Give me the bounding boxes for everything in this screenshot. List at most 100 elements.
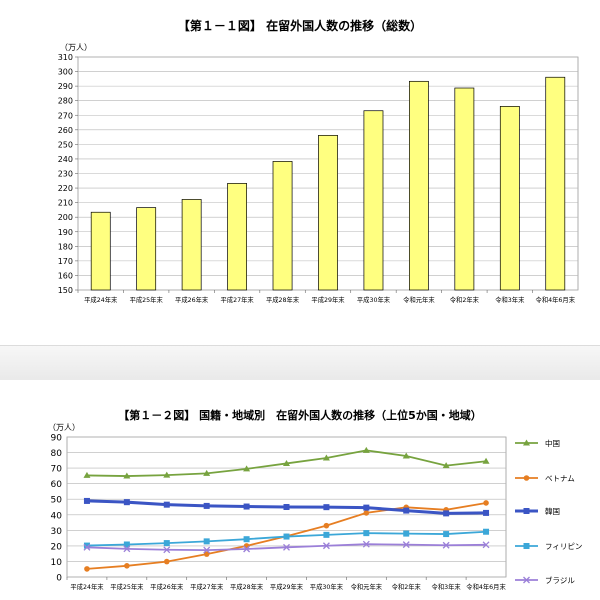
x-tick-label-total: 平成28年末 bbox=[266, 295, 300, 304]
x-tick-label-total: 平成27年末 bbox=[220, 295, 254, 304]
x-tick-label-by-country: 令和元年末 bbox=[351, 582, 383, 591]
bar-total bbox=[227, 183, 247, 291]
x-tick-label-total: 平成24年末 bbox=[84, 295, 118, 304]
chart-panel-by-country: 【第１－２図】 国籍・地域別 在留外国人数の推移（上位5か国・地域） （万人） … bbox=[0, 380, 600, 600]
point-marker bbox=[403, 507, 410, 514]
bar-total bbox=[363, 110, 384, 291]
point-marker bbox=[203, 551, 210, 557]
y-tick-label-by-country: 70 bbox=[51, 465, 63, 475]
x-tick-label-total: 令和2年末 bbox=[450, 295, 480, 304]
point-marker bbox=[362, 446, 370, 453]
point-marker bbox=[203, 538, 210, 545]
point-marker bbox=[283, 543, 290, 551]
point-marker bbox=[163, 540, 170, 547]
y-tick-label-total: 180 bbox=[58, 242, 73, 251]
x-tick-label-by-country: 令和2年末 bbox=[392, 582, 422, 591]
x-tick-label-by-country: 平成26年末 bbox=[150, 582, 184, 591]
y-tick-label-by-country: 10 bbox=[51, 558, 63, 568]
series-3 bbox=[83, 497, 490, 517]
bar-total bbox=[499, 106, 520, 291]
x-tick-label-by-country: 令和3年末 bbox=[432, 582, 462, 591]
bar-total bbox=[90, 211, 111, 291]
point-marker bbox=[443, 510, 450, 517]
bar-total bbox=[545, 76, 566, 291]
y-tick-label-total: 300 bbox=[58, 68, 73, 77]
point-marker bbox=[483, 528, 490, 535]
x-tick-label-total: 令和元年末 bbox=[403, 295, 435, 304]
point-marker bbox=[323, 522, 330, 529]
y-tick-label-total: 190 bbox=[58, 228, 73, 237]
chart-title-total: 【第１－１図】 在留外国人数の推移（総数） bbox=[178, 18, 422, 33]
point-marker bbox=[523, 576, 530, 584]
point-marker bbox=[323, 504, 330, 511]
y-tick-label-total: 260 bbox=[58, 126, 73, 135]
point-marker bbox=[323, 531, 330, 538]
point-marker bbox=[362, 540, 370, 548]
bar-total bbox=[318, 134, 338, 291]
bar-total bbox=[409, 80, 429, 291]
point-marker bbox=[442, 541, 450, 549]
y-tick-label-total: 200 bbox=[58, 213, 73, 222]
point-marker bbox=[363, 530, 370, 537]
y-tick-label-total: 240 bbox=[58, 155, 73, 164]
y-tick-label-total: 210 bbox=[58, 199, 73, 208]
legend-label: ブラジル bbox=[545, 575, 575, 585]
point-marker bbox=[243, 536, 250, 543]
legend-entry: 韓国 bbox=[515, 506, 560, 516]
y-tick-label-total: 150 bbox=[58, 286, 73, 295]
point-marker bbox=[123, 499, 130, 506]
y-tick-label-total: 250 bbox=[58, 140, 73, 149]
x-tick-label-by-country: 平成29年末 bbox=[270, 582, 304, 591]
bar-chart-total: 【第１－１図】 在留外国人数の推移（総数） （万人） 150 160 170 180 1… bbox=[58, 18, 579, 304]
point-marker bbox=[123, 472, 131, 479]
x-tick-label-total: 平成25年末 bbox=[130, 295, 164, 304]
y-tick-label-by-country: 0 bbox=[56, 574, 62, 584]
y-tick-label-total: 310 bbox=[58, 53, 73, 62]
point-marker bbox=[482, 541, 490, 549]
point-marker bbox=[203, 469, 211, 476]
point-marker bbox=[523, 543, 530, 549]
point-marker bbox=[84, 566, 90, 572]
y-tick-label-total: 170 bbox=[58, 257, 73, 266]
point-marker bbox=[243, 545, 251, 553]
y-tick-label-total: 230 bbox=[58, 170, 73, 179]
chart-title-by-country: 【第１－２図】 国籍・地域別 在留外国人数の推移（上位5か国・地域） bbox=[118, 408, 481, 422]
point-marker bbox=[363, 510, 370, 516]
point-marker bbox=[482, 457, 490, 464]
x-tick-label-by-country: 平成27年末 bbox=[190, 582, 224, 591]
legend-label: ベトナム bbox=[545, 474, 575, 483]
legend-label: フィリピン bbox=[545, 542, 582, 551]
point-marker bbox=[283, 459, 290, 466]
point-marker bbox=[123, 545, 131, 553]
point-marker bbox=[163, 546, 171, 554]
y-tick-label-by-country: 60 bbox=[51, 480, 63, 490]
point-marker bbox=[483, 500, 489, 506]
point-marker bbox=[83, 497, 90, 504]
point-marker bbox=[243, 465, 251, 472]
series-5 bbox=[83, 540, 490, 554]
legend-entry: ブラジル bbox=[515, 575, 575, 585]
x-tick-label-by-country: 令和4年6月末 bbox=[466, 582, 506, 591]
point-marker bbox=[523, 439, 530, 446]
point-marker bbox=[203, 546, 211, 554]
chart-panel-total: 【第１－１図】 在留外国人数の推移（総数） （万人） 150 160 170 180 1… bbox=[57, 18, 579, 304]
y-axis-unit-total: （万人） bbox=[60, 43, 92, 52]
legend-entry: 中国 bbox=[515, 438, 560, 448]
point-marker bbox=[283, 504, 290, 510]
y-tick-label-total: 160 bbox=[58, 271, 73, 280]
y-tick-label-by-country: 40 bbox=[51, 511, 63, 521]
point-marker bbox=[442, 462, 450, 469]
point-marker bbox=[363, 504, 370, 511]
point-marker bbox=[402, 452, 410, 459]
point-marker bbox=[402, 541, 410, 549]
y-tick-label-by-country: 20 bbox=[51, 542, 63, 552]
bar-total bbox=[272, 161, 293, 291]
y-tick-label-by-country: 50 bbox=[51, 496, 63, 506]
point-marker bbox=[443, 531, 450, 538]
point-marker bbox=[83, 542, 90, 549]
point-marker bbox=[483, 509, 490, 516]
point-marker bbox=[322, 542, 330, 550]
legend-entry: ベトナム bbox=[515, 474, 575, 483]
line-chart-by-country: 【第１－２図】 国籍・地域別 在留外国人数の推移（上位5か国・地域） （万人） … bbox=[48, 408, 582, 591]
point-marker bbox=[243, 503, 250, 510]
